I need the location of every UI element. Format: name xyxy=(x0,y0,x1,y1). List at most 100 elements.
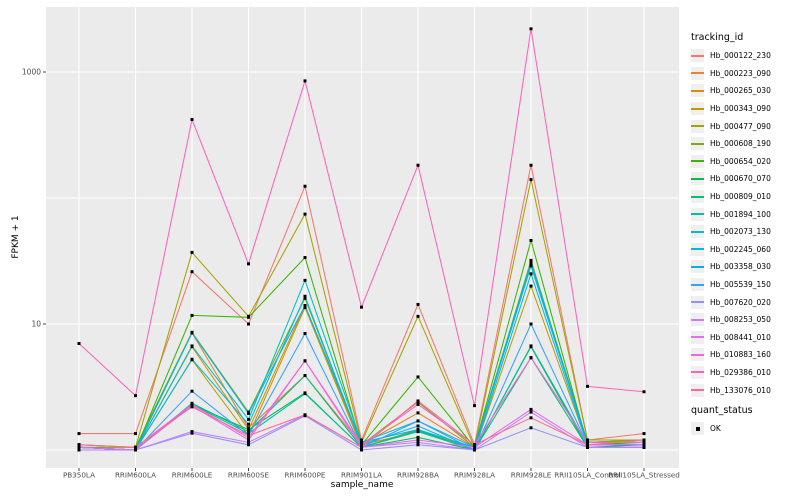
data-point xyxy=(416,428,420,432)
legend-line-swatch xyxy=(691,195,704,198)
data-point xyxy=(529,410,533,414)
data-point xyxy=(360,440,363,444)
data-point xyxy=(247,443,250,447)
legend-line-swatch xyxy=(691,230,704,233)
data-point xyxy=(529,407,533,411)
data-point xyxy=(303,306,307,310)
legend-label: Hb_133076_010 xyxy=(710,385,771,395)
legend-label: Hb_005539_150 xyxy=(710,280,771,290)
data-point xyxy=(529,178,533,182)
data-point xyxy=(416,443,420,447)
data-point xyxy=(416,440,420,444)
data-point xyxy=(134,432,137,436)
legend-key xyxy=(691,137,704,151)
y-tick-label: 10 xyxy=(31,320,41,329)
data-point xyxy=(303,304,307,308)
black-square-marker-icon xyxy=(695,426,700,431)
legend-items: Hb_000122_230 Hb_000223_090 Hb_000265_030 H… xyxy=(691,47,799,399)
legend-label: Hb_000223_090 xyxy=(710,68,771,78)
legend-title: tracking_id xyxy=(691,32,744,43)
legend-line-swatch xyxy=(691,283,704,286)
data-point xyxy=(360,445,363,449)
x-tick-label: RRII105LA_Control xyxy=(554,471,621,480)
data-point xyxy=(247,322,250,326)
legend-item-Hb_000809_010: Hb_000809_010 xyxy=(691,188,799,206)
x-tick-label: RRIM600SE xyxy=(228,471,270,480)
data-point xyxy=(190,117,194,121)
legend-item-Hb_008253_050: Hb_008253_050 xyxy=(691,311,799,329)
data-point xyxy=(416,163,420,167)
legend-label: Hb_000343_090 xyxy=(710,104,771,114)
legend-line-swatch xyxy=(691,72,704,75)
legend-item-Hb_002245_060: Hb_002245_060 xyxy=(691,241,799,259)
data-point xyxy=(247,438,250,442)
data-point xyxy=(529,238,533,242)
data-point xyxy=(77,342,81,346)
data-point xyxy=(473,445,476,449)
data-point xyxy=(529,426,533,430)
data-point xyxy=(303,278,307,282)
quant-status-legend-item: OK xyxy=(691,420,799,438)
legend-key xyxy=(691,190,704,204)
legend-key xyxy=(691,260,704,274)
data-point xyxy=(586,438,589,442)
data-point xyxy=(134,448,137,452)
x-tick-label: RRIM600LA xyxy=(115,471,156,480)
data-point xyxy=(529,260,533,264)
y-tick-label: 1000 xyxy=(22,68,41,77)
quant-status-key xyxy=(691,422,704,436)
data-point xyxy=(642,445,646,449)
data-point xyxy=(416,419,420,423)
data-point xyxy=(416,402,420,406)
legend-line-swatch xyxy=(691,265,704,268)
legend-item-Hb_001894_100: Hb_001894_100 xyxy=(691,205,799,223)
legend-item-Hb_029386_010: Hb_029386_010 xyxy=(691,364,799,382)
legend-line-swatch xyxy=(691,318,704,321)
legend-line-swatch xyxy=(691,177,704,180)
data-point xyxy=(303,212,307,216)
data-point xyxy=(529,163,533,167)
data-point xyxy=(247,430,250,434)
data-point xyxy=(247,417,250,421)
x-tick-label: RRIM901LA xyxy=(341,471,382,480)
data-point xyxy=(77,443,81,447)
data-point xyxy=(642,443,646,447)
data-point xyxy=(247,436,250,440)
data-point xyxy=(303,184,307,188)
data-point xyxy=(77,432,81,436)
legend-label: Hb_002073_130 xyxy=(710,227,771,237)
legend-item-Hb_000670_070: Hb_000670_070 xyxy=(691,170,799,188)
data-point xyxy=(642,432,646,436)
legend-item-Hb_133076_010: Hb_133076_010 xyxy=(691,381,799,399)
data-point xyxy=(416,424,420,428)
legend-item-Hb_010883_160: Hb_010883_160 xyxy=(691,346,799,364)
data-point xyxy=(586,445,589,449)
legend-label: Hb_000265_030 xyxy=(710,86,771,96)
legend-label: Hb_002245_060 xyxy=(710,244,771,254)
legend-line-swatch xyxy=(691,160,704,163)
legend-item-Hb_002073_130: Hb_002073_130 xyxy=(691,223,799,241)
data-point xyxy=(303,413,307,417)
data-point xyxy=(529,356,533,360)
data-point xyxy=(473,443,476,447)
data-point xyxy=(190,402,194,406)
legend-label: Hb_000670_070 xyxy=(710,174,771,184)
data-point xyxy=(416,430,420,434)
data-point xyxy=(529,264,533,268)
data-point xyxy=(473,404,476,408)
data-point xyxy=(529,322,533,326)
plot-panel xyxy=(46,7,679,468)
data-point xyxy=(642,438,646,442)
data-point xyxy=(529,284,533,288)
data-point xyxy=(416,314,420,318)
legend-key xyxy=(691,365,704,379)
legend-item-Hb_000654_020: Hb_000654_020 xyxy=(691,153,799,171)
data-point xyxy=(134,445,137,449)
legend-key xyxy=(691,49,704,63)
data-point xyxy=(247,428,250,432)
data-point xyxy=(190,431,194,435)
data-point xyxy=(642,440,646,444)
legend-line-swatch xyxy=(691,301,704,304)
legend-item-Hb_003358_030: Hb_003358_030 xyxy=(691,258,799,276)
data-point xyxy=(247,262,250,266)
